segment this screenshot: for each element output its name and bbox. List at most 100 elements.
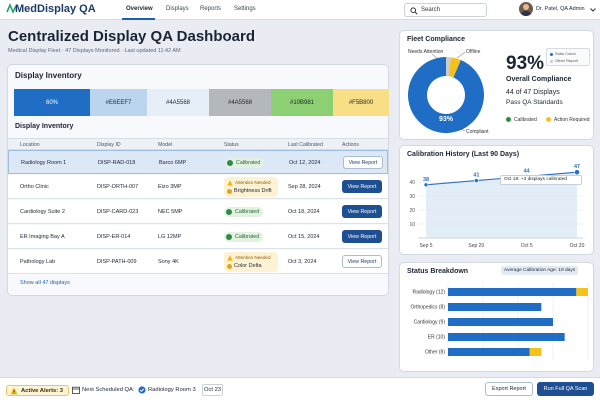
display-inventory-card: Display Inventory 60% #E6EEF7 #4A5568 #4…: [7, 64, 389, 296]
category-label: Orthopedics (8): [411, 305, 446, 311]
check-icon: [227, 160, 233, 166]
x-tick-label: Oct 20: [570, 243, 585, 249]
data-label: 41: [473, 173, 479, 179]
bar-action-required[interactable]: [529, 348, 542, 356]
breakdown-title: Status Breakdown: [407, 268, 469, 275]
cell-model: Sony 4K: [158, 259, 179, 265]
check-circle-icon: [138, 386, 146, 394]
label-needs-attention: Needs Attention: [408, 49, 444, 55]
donut-center-label: 93%: [439, 116, 454, 123]
cell-model: LG 12MP: [158, 234, 182, 240]
calibration-history-chart: 10 20 30 40 38 41 44 47 Sep 5 Sep 20 Oct 5 Oct 20: [409, 164, 585, 249]
bar-action-required[interactable]: [576, 288, 588, 296]
col-display-id[interactable]: Display ID: [97, 142, 121, 148]
status-detail: Color Delta: [234, 263, 262, 269]
table-row[interactable]: ER Imaging Bay A DISP-ER-014 LG 12MP Calibr…: [8, 225, 388, 249]
chart-tooltip: Oct 18: +3 displays calibrated: [500, 175, 582, 185]
next-qa-location: Radiology Room 3: [148, 387, 196, 393]
top-nav: MedDisplay QA Overview Displays Reports …: [0, 0, 600, 20]
calibration-history-card: Calibration History (Last 90 Days) 10 20 3…: [399, 145, 594, 255]
status-label: Attention Needed: [235, 180, 271, 185]
table-row[interactable]: Ortho Clinic DISP-ORTH-007 Eizo 3MP Attenti…: [8, 175, 388, 199]
search-input[interactable]: Search: [404, 3, 487, 17]
cell-last-calibrated: Oct 18, 2024: [288, 209, 320, 215]
donut-slice-attention: [448, 57, 461, 78]
label-compliant: Compliant: [466, 129, 489, 135]
category-label: Cardiology (9): [414, 320, 446, 326]
history-title: Calibration History (Last 90 Days): [407, 151, 520, 158]
cell-display-id: DISP-CARD-023: [97, 209, 139, 215]
status-detail: Brightness Drift: [234, 188, 272, 194]
bar-calibrated[interactable]: [448, 303, 542, 311]
view-report-button[interactable]: View Report: [343, 156, 383, 169]
col-last-calibrated[interactable]: Last Calibrated: [288, 142, 323, 148]
table-row[interactable]: Radiology Room 1 DISP-RAD-018 Barco 6MP Cal…: [8, 150, 388, 174]
calendar-icon: [72, 386, 80, 394]
y-tick-label: 40: [409, 180, 415, 186]
label-offline: Offline: [466, 49, 481, 55]
tab-overview[interactable]: Overview: [126, 6, 153, 12]
search-placeholder: Search: [421, 7, 441, 13]
cell-location: ER Imaging Bay A: [20, 234, 65, 240]
run-qa-scan-button[interactable]: Run Full QA Scan: [537, 382, 594, 396]
user-name[interactable]: Dr. Patel, QA Admin: [536, 6, 585, 12]
y-tick-label: 20: [409, 208, 415, 214]
show-all-link[interactable]: Show all 47 displays: [20, 280, 70, 286]
swatch-4: #4A5568: [209, 89, 271, 116]
fleet-compliance-card: Fleet Compliance 93% Needs Attention Off…: [399, 30, 594, 140]
view-report-button[interactable]: View Report: [342, 205, 382, 218]
status-badge-calibrated: Calibrated: [224, 207, 264, 217]
check-icon: [226, 234, 232, 240]
data-point[interactable]: [474, 178, 479, 183]
col-model[interactable]: Model: [158, 142, 173, 148]
bar-calibrated[interactable]: [448, 348, 530, 356]
bar-calibrated[interactable]: [448, 333, 565, 341]
view-report-button[interactable]: View Report: [342, 230, 382, 243]
data-point[interactable]: [423, 182, 429, 188]
swatch-6: #F5B800: [333, 89, 389, 116]
chevron-down-icon[interactable]: [590, 8, 596, 12]
active-tab-indicator: [122, 18, 155, 20]
col-location[interactable]: Location: [20, 142, 40, 148]
col-status[interactable]: Status: [224, 142, 239, 148]
swatch-2: #E6EEF7: [90, 89, 147, 116]
avatar[interactable]: [519, 2, 533, 16]
cell-display-id: DISP-RAD-018: [98, 160, 136, 166]
legend-action-required: Action Required: [554, 117, 590, 123]
table-header: Location Display ID Model Status Last Ca…: [8, 138, 388, 150]
cell-display-id: DISP-ORTH-007: [97, 184, 139, 190]
compliance-donut-chart: 93% Needs Attention Offline Compliant: [408, 49, 489, 135]
status-label: Attention Needed: [235, 255, 271, 260]
data-point[interactable]: [574, 169, 580, 176]
compliance-count: 44 of 47 Displays: [506, 89, 560, 96]
tab-reports[interactable]: Reports: [200, 6, 222, 12]
active-alerts-badge[interactable]: Active Alerts: 3: [6, 385, 69, 396]
cell-last-calibrated: Oct 12, 2024: [289, 160, 321, 166]
legend-calibrated: Calibrated: [514, 117, 537, 123]
next-qa-date[interactable]: Oct 23: [202, 384, 223, 396]
tab-settings[interactable]: Settings: [234, 6, 256, 12]
status-badge-warning: Attention Needed Color Delta: [224, 252, 278, 272]
swatch-5: #10B981: [271, 89, 333, 116]
compliance-mini-legend: Sutio Colon Other Report: [546, 48, 590, 66]
bar-calibrated[interactable]: [448, 288, 577, 296]
export-report-button[interactable]: Export Report: [485, 382, 533, 396]
cell-last-calibrated: Oct 15, 2024: [288, 234, 320, 240]
tab-displays[interactable]: Displays: [166, 6, 189, 12]
table-row[interactable]: Pathology Lab DISP-PATH-009 Sony 4K Attenti…: [8, 250, 388, 274]
status-text: Calibrated: [235, 209, 260, 215]
status-text: Calibrated: [236, 160, 261, 166]
view-report-button[interactable]: View Report: [342, 255, 382, 268]
compliance-title: Fleet Compliance: [407, 36, 465, 43]
warning-icon: [227, 255, 233, 261]
bar-calibrated[interactable]: [448, 318, 553, 326]
active-alerts-label: Active Alerts: 3: [21, 388, 63, 394]
swatch-1: 60%: [14, 89, 90, 116]
table-row[interactable]: Cardiology Suite 2 DISP-CARD-023 NEC 5MP Ca…: [8, 200, 388, 224]
category-label: Radiology (12): [412, 290, 445, 296]
view-report-button[interactable]: View Report: [342, 180, 382, 193]
inventory-title: Display Inventory: [15, 71, 82, 80]
cell-last-calibrated: Sep 28, 2024: [288, 184, 321, 190]
status-text: Calibrated: [235, 234, 260, 240]
x-tick-label: Oct 5: [521, 243, 533, 249]
